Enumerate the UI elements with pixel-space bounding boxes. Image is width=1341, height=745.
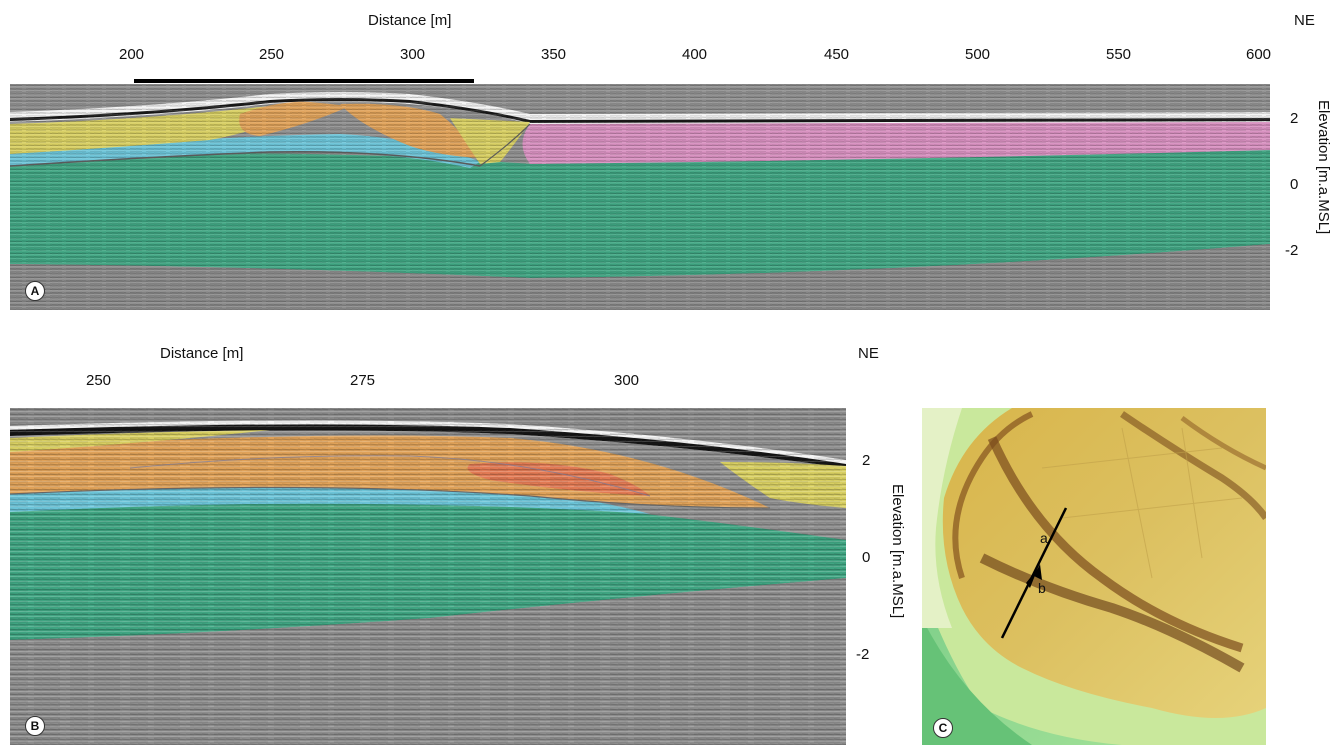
panel-a-x-tick: 500: [965, 46, 991, 63]
panel-b-direction-label: NE: [858, 345, 879, 362]
panel-a-y-axis-title: Elevation [m.a.MSL]: [1315, 100, 1332, 235]
panel-a-y-tick: 0: [1290, 176, 1299, 193]
profile-point-b-label: b: [1038, 580, 1046, 596]
panel-a-y-tick: 2: [1290, 110, 1299, 127]
panel-b-y-tick: -2: [856, 646, 870, 663]
panel-b-y-tick: 2: [862, 452, 871, 469]
panel-b-x-tick: 275: [350, 372, 376, 389]
panel-b-x-tick: 300: [614, 372, 640, 389]
panel-c-label: C: [933, 718, 953, 738]
panel-a-x-tick: 550: [1106, 46, 1132, 63]
panel-a-x-tick: 200: [119, 46, 145, 63]
panel-a-label: A: [25, 281, 45, 301]
panel-a-x-tick: 450: [824, 46, 850, 63]
panel-a-x-axis-title: Distance [m]: [368, 12, 452, 29]
profile-point-a-label: a: [1040, 530, 1048, 546]
panel-a-gpr-profile: [10, 84, 1270, 310]
panel-a-x-tick: 250: [259, 46, 285, 63]
panel-c-elevation-map: a b: [922, 408, 1266, 745]
panel-a-x-tick: 600: [1246, 46, 1272, 63]
panel-b-y-tick: 0: [862, 549, 871, 566]
panel-b-label: B: [25, 716, 45, 736]
panel-b-x-axis-title: Distance [m]: [160, 345, 244, 362]
panel-a-highlight-bar: [134, 79, 474, 83]
panel-b-x-tick: 250: [86, 372, 112, 389]
panel-a-x-tick: 400: [682, 46, 708, 63]
panel-a-x-tick: 350: [541, 46, 567, 63]
panel-a-x-tick: 300: [400, 46, 426, 63]
panel-a-direction-label: NE: [1294, 12, 1315, 29]
panel-a-y-tick: -2: [1285, 242, 1299, 259]
panel-b-gpr-profile: [10, 408, 846, 745]
panel-b-y-axis-title: Elevation [m.a.MSL]: [889, 484, 906, 619]
